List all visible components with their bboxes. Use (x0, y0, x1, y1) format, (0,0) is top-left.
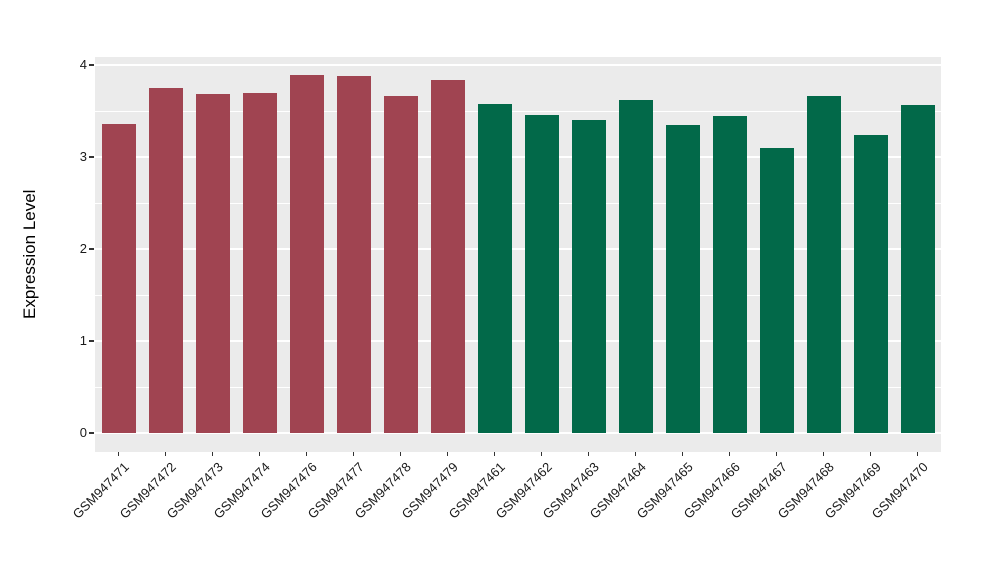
bar-GSM947464 (618, 99, 653, 433)
x-tick-mark (775, 452, 778, 456)
x-tick-mark (446, 452, 449, 456)
y-tick-mark (89, 64, 94, 66)
x-tick-mark (117, 452, 120, 456)
major-gridline (95, 64, 941, 66)
bar-GSM947473 (195, 94, 230, 433)
x-tick-mark (681, 452, 684, 456)
bar-GSM947476 (289, 75, 324, 433)
bar-GSM947471 (101, 123, 136, 433)
y-tick-label: 3 (79, 149, 87, 164)
x-tick-mark (493, 452, 496, 456)
y-tick-mark (89, 340, 94, 342)
bar-GSM947472 (148, 88, 183, 433)
minor-gridline (95, 203, 941, 204)
y-tick-label: 4 (79, 57, 87, 72)
x-tick-mark (869, 452, 872, 456)
bar-GSM947466 (712, 115, 747, 433)
major-gridline (95, 340, 941, 342)
major-gridline (95, 432, 941, 434)
major-gridline (95, 248, 941, 250)
x-tick-mark (587, 452, 590, 456)
y-tick-mark (89, 156, 94, 158)
plot-panel (95, 57, 941, 452)
y-tick-label: 1 (79, 333, 87, 348)
y-tick-label: 2 (79, 241, 87, 256)
bar-GSM947461 (477, 103, 512, 433)
x-tick-mark (822, 452, 825, 456)
bar-GSM947462 (524, 114, 559, 433)
x-tick-mark (728, 452, 731, 456)
y-axis-title: Expression Level (20, 189, 39, 320)
x-tick-mark (305, 452, 308, 456)
minor-gridline (95, 111, 941, 112)
y-tick-label: 0 (79, 425, 87, 440)
bar-GSM947465 (665, 124, 700, 433)
bar-GSM947468 (806, 96, 841, 433)
bar-GSM947470 (900, 104, 935, 433)
x-tick-mark (916, 452, 919, 456)
minor-gridline (95, 387, 941, 388)
bar-GSM947478 (383, 96, 418, 433)
bar-GSM947474 (242, 92, 277, 433)
y-tick-mark (89, 432, 94, 434)
bar-GSM947463 (571, 120, 606, 433)
bar-GSM947467 (759, 147, 794, 433)
x-tick-mark (164, 452, 167, 456)
x-tick-mark (399, 452, 402, 456)
bar-GSM947479 (430, 79, 465, 433)
x-tick-mark (634, 452, 637, 456)
x-tick-mark (352, 452, 355, 456)
x-tick-mark (258, 452, 261, 456)
x-tick-mark (540, 452, 543, 456)
y-tick-mark (89, 248, 94, 250)
x-tick-mark (211, 452, 214, 456)
bar-GSM947469 (853, 134, 888, 433)
bar-GSM947477 (336, 76, 371, 433)
minor-gridline (95, 295, 941, 296)
major-gridline (95, 156, 941, 158)
